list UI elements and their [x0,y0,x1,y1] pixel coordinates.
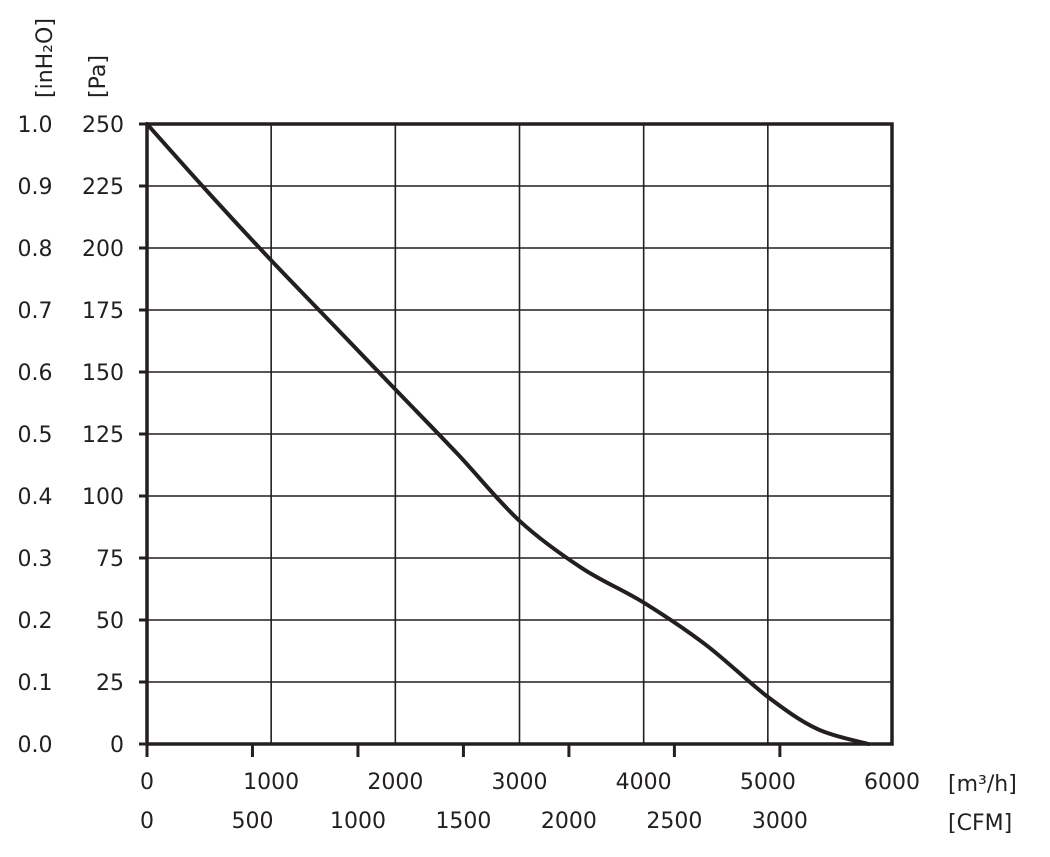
x-axis-unit-m3h: [m³/h] [948,772,1017,797]
y-tick-label-pa: 0 [110,733,124,758]
x-tick-label-m3h: 3000 [492,770,548,795]
x-axis-unit-cfm: [CFM] [948,811,1012,836]
tick-labels: 0 0.0 25 0.1 50 0.2 75 0.3 100 0.4 125 0.5 150 0.6 175… [18,113,921,834]
y-tick-label-pa: 175 [82,299,124,324]
x-tick-label-cfm: 500 [231,809,273,834]
y-tick-label-pa: 125 [82,423,124,448]
y-tick-label-inh2o: 0.8 [18,237,53,262]
x-tick-label-m3h: 6000 [864,770,920,795]
y-tick-label-inh2o: 0.9 [18,175,53,200]
x-tick-label-cfm: 2500 [646,809,702,834]
y-tick-label-inh2o: 0.3 [18,547,53,572]
y-tick-label-pa: 50 [96,609,124,634]
y-tick-label-inh2o: 1.0 [18,113,53,138]
y-tick-label-pa: 75 [96,547,124,572]
grid-lines [147,124,892,744]
y-tick-label-pa: 225 [82,175,124,200]
x-tick-label-m3h: 4000 [616,770,672,795]
y-tick-label-inh2o: 0.5 [18,423,53,448]
x-tick-label-m3h: 0 [140,770,154,795]
x-tick-label-m3h: 1000 [243,770,299,795]
y-axis-unit-pa: [Pa] [86,55,111,98]
y-tick-label-pa: 100 [82,485,124,510]
y-tick-label-pa: 250 [82,113,124,138]
x-tick-label-cfm: 3000 [752,809,808,834]
y-tick-label-inh2o: 0.2 [18,609,53,634]
x-tick-label-cfm: 1500 [435,809,491,834]
x-tick-label-cfm: 2000 [541,809,597,834]
y-tick-label-pa: 150 [82,361,124,386]
y-axis-unit-inh2o: [inH₂O] [33,18,58,98]
y-tick-label-pa: 25 [96,671,124,696]
series-line [145,122,871,746]
y-tick-label-inh2o: 0.1 [18,671,53,696]
y-tick-label-inh2o: 0.6 [18,361,53,386]
x-tick-label-cfm: 1000 [330,809,386,834]
x-tick-label-m3h: 2000 [367,770,423,795]
y-tick-label-pa: 200 [82,237,124,262]
x-tick-label-m3h: 5000 [740,770,796,795]
y-tick-label-inh2o: 0.7 [18,299,53,324]
y-tick-label-inh2o: 0.0 [18,733,53,758]
y-tick-label-inh2o: 0.4 [18,485,53,510]
x-tick-label-cfm: 0 [140,809,154,834]
